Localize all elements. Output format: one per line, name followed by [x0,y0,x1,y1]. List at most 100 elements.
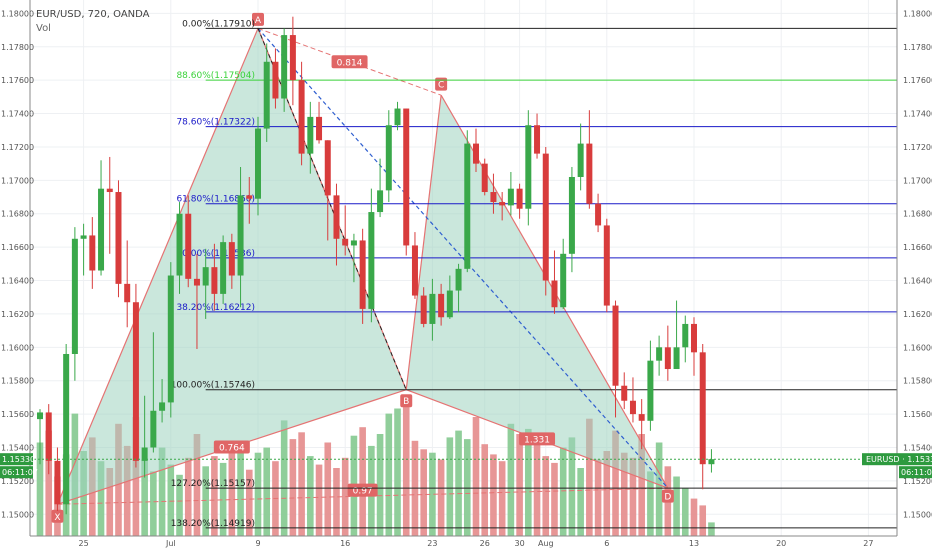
right-countdown-bg [899,466,932,479]
candle-body [473,143,479,164]
candle-body [691,323,697,353]
candle-body [132,302,139,461]
price-tick-right: 1.16400 [903,277,932,286]
volume-bar [690,498,698,536]
candle-body [499,202,506,206]
price-tick-left: 1.16600 [1,243,34,252]
price-tick-right: 1.15000 [903,510,932,519]
time-tick: 30 [515,539,525,548]
candle-body [211,267,218,294]
right-countdown: 06:11:07 [901,468,932,477]
price-tick-left: 1.15400 [1,444,34,453]
price-tick-left: 1.15600 [1,410,34,419]
candles [37,16,715,515]
volume-bar [586,418,593,536]
volume-label[interactable]: Vol [36,23,51,34]
candle-body [603,225,610,306]
candle-body [682,323,689,348]
candle-body [595,203,602,226]
candle-body [551,280,558,308]
candle-body [385,125,392,191]
candle-body [185,213,192,279]
candle-body [621,385,628,401]
point-a-label: A [255,16,262,26]
price-tick-right: 1.17800 [903,43,932,52]
candle-body [289,35,296,81]
candle-body [359,240,366,309]
candle-body [246,195,253,199]
volume-bar [237,451,244,536]
ratio-bd: 1.331 [524,435,550,445]
candle-body [272,61,279,99]
pattern-leg [56,28,259,505]
candle-body [98,188,105,271]
right-price-tag-bg [862,453,932,466]
time-tick: 27 [863,539,873,548]
volume-bar [219,462,227,536]
price-tags: 1.15330 06:11:07 EURUSD · 1.15330 06:11:07 [0,453,932,479]
price-tick-right: 1.15800 [903,377,932,386]
volume-bar [463,439,471,536]
volume-bar [97,461,105,536]
volume-bar [45,430,53,536]
candle-body [577,143,584,177]
price-tick-right: 1.16000 [903,343,932,352]
volume-bar [141,459,148,536]
fib-label: 50.00%(1.16536) [176,249,255,259]
fib-label: 0.00%(1.17910) [182,19,255,29]
price-tick-left: 1.16800 [1,210,34,219]
candle-body [629,400,636,415]
fib-levels[interactable]: 0.00%(1.17910) 88.60%(1.17504) 78.60%(1.17… [171,19,897,529]
price-tick-left: 1.16000 [1,343,34,352]
price-tick-left: 1.15800 [1,377,34,386]
volume-bar [341,457,349,536]
candle-body [490,192,497,203]
time-tick: 26 [480,539,490,548]
candle-body [525,125,532,209]
time-tick: Jul [165,539,176,548]
candle-body [446,290,453,318]
volume-bar [481,444,489,536]
price-tick-right: 1.17200 [903,143,932,152]
candle-body [115,192,122,284]
volume-bar [681,488,689,536]
candle-body [516,188,523,209]
volume-bar [333,468,340,536]
ratio-bd-bg [519,432,556,446]
volume-bar [699,505,707,536]
volume-bar [516,434,523,536]
price-tick-left: 1.17000 [1,176,34,185]
price-tick-left: 1.18000 [1,9,34,18]
volume-bar [559,447,567,536]
symbol-title[interactable]: EUR/USD, 720, OANDA [36,9,150,20]
candle-body [237,195,244,276]
right-price-tag: EURUSD · 1.15330 [866,455,932,464]
candle-body [438,293,445,318]
fib-label: 100.00%(1.15746) [171,381,255,391]
price-tick-right: 1.16600 [903,243,932,252]
point-d-label: D [664,493,671,503]
volume-bar [228,442,236,536]
pattern-ad-line [257,27,669,489]
price-tick-left: 1.15000 [1,510,34,519]
volume-bar [455,430,462,536]
fib-label: 38.20%(1.16212) [176,303,255,313]
candle-body [228,242,235,276]
time-tick: 9 [255,539,260,548]
volume-bar [211,456,218,536]
candle-body [429,293,436,324]
candle-body [316,116,323,141]
volume-bar [280,420,288,536]
candle-body [63,353,70,505]
candle-body [647,360,654,421]
candle-body [342,238,349,246]
volume-bar [315,464,323,536]
candle-body [455,268,462,291]
fib-label: 138.20%(1.14919) [171,519,255,529]
candle-body [193,278,200,286]
volume-bar [385,413,393,536]
price-tick-left: 1.17800 [1,43,34,52]
candle-body [420,295,427,324]
candle-body [699,352,706,465]
